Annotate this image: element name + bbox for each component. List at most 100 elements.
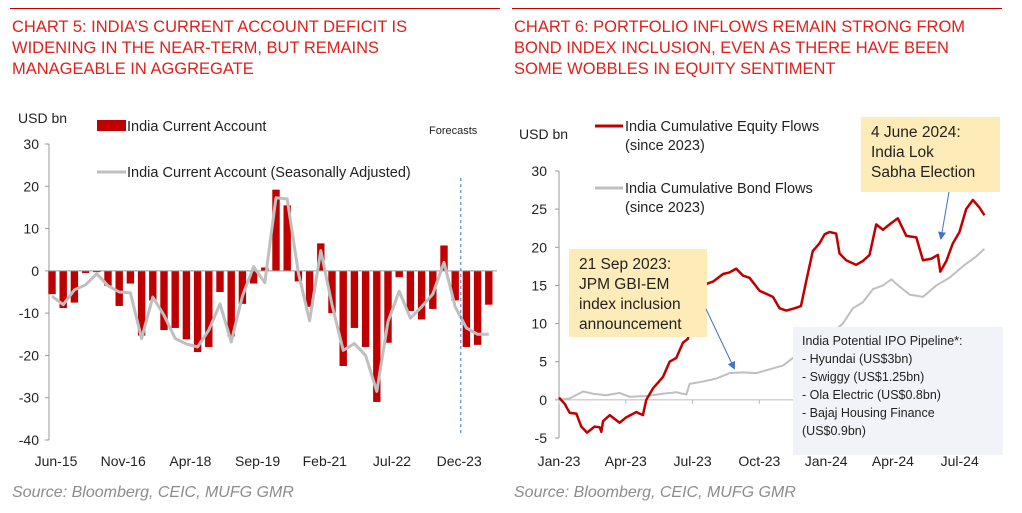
bar [361,270,370,347]
bar [126,270,135,284]
bar [205,270,213,347]
ipo-title: India Potential IPO Pipeline*: [802,334,963,348]
bar [283,205,291,271]
legend-label: (since 2023) [625,138,705,154]
ipo-pipeline-box: India Potential IPO Pipeline*: - Hyundai… [793,327,1003,455]
ipo-item: - Bajaj Housing Finance [802,406,935,420]
ipo-item: - Swiggy (US$1.25bn) [802,370,925,384]
x-tick-label: Nov-16 [101,453,146,469]
note-line: index inclusion [579,296,681,313]
chart6-ylabel: USD bn [519,126,568,142]
y-tick-label: -5 [535,430,548,446]
forecasts-label: Forecasts [429,125,478,137]
election-annotation: 4 June 2024: India Lok Sabha Election [861,117,1000,192]
bar [238,270,247,304]
chart5-ylabel: USD bn [18,110,67,126]
bar [227,270,235,337]
note-line: Sabha Election [871,164,976,181]
x-tick-label: Feb-21 [303,453,348,469]
y-tick-label: 30 [531,163,547,179]
title-line: WIDENING IN THE NEAR-TERM, BUT REMAINS [12,39,379,57]
y-tick-label: -10 [19,305,39,321]
chart6-source: Source: Bloomberg, CEIC, MUFG GMR [514,484,796,501]
x-tick-label: Apr-18 [169,453,211,469]
y-tick-label: 30 [23,136,39,152]
ipo-item: - Ola Electric (US$0.8bn) [802,388,941,402]
bar [160,270,168,331]
title-line: CHART 6: PORTFOLIO INFLOWS REMAIN STRONG… [514,18,966,36]
bar [350,270,359,328]
sa-line [51,196,489,393]
bar [473,270,482,345]
bar [328,270,336,314]
x-tick-label: Jun-15 [35,453,78,469]
bar [59,270,67,309]
bar [417,270,426,320]
bar [462,270,471,347]
bar [149,270,157,301]
bar [249,270,258,284]
note-line: JPM GBI-EM [579,276,670,293]
bar [440,245,448,271]
legend-label: (since 2023) [625,200,705,216]
chart5-source: Source: Bloomberg, CEIC, MUFG GMR [12,484,294,501]
ipo-item: (US$0.9bn) [802,424,866,438]
y-tick-label: -20 [19,347,39,363]
bar [171,270,179,328]
ipo-item: - Hyundai (US$3bn) [802,352,913,366]
equity-flows-line [558,198,986,434]
y-tick-label: -40 [19,432,39,448]
x-tick-label: Jan-23 [538,453,581,469]
y-tick-label: 0 [539,392,547,408]
chart6: 30 25 20 15 10 5 0 -5 Jan-23 Apr-23 Jul-23 Oct-23 Ja… [531,163,986,469]
x-tick-label: Oct-23 [738,453,780,469]
bar [261,267,269,271]
x-tick-label: Jul-23 [673,453,711,469]
title-line: BOND INDEX INCLUSION, EVEN AS THERE HAVE… [514,39,949,57]
x-tick-label: Jul-22 [373,453,411,469]
bar [395,270,403,278]
y-tick-label: 10 [531,316,547,332]
note-line: announcement [579,316,682,333]
title-line: CHART 5: INDIA’S CURRENT ACCOUNT DEFICIT… [12,18,408,36]
bar [384,270,392,343]
y-tick-label: 25 [531,201,547,217]
legend-label: India Current Account (Seasonally Adjust… [127,165,411,181]
note-line: 4 June 2024: [871,124,961,141]
bar [451,270,459,301]
bar [137,270,146,336]
bond-flows-line [558,248,986,401]
note-line: India Lok [871,144,934,161]
gbi-em-annotation: 21 Sep 2023: JPM GBI-EM index inclusion … [569,249,707,337]
note-line: 21 Sep 2023: [579,256,672,273]
legend-label: India Cumulative Equity Flows [625,119,819,135]
title-line: MANAGEABLE IN AGGREGATE [12,60,254,78]
bar [81,270,90,273]
bar [305,270,314,307]
y-tick-label: 5 [539,354,547,370]
y-tick-label: 0 [31,263,39,279]
y-tick-label: 15 [531,277,547,293]
y-tick-label: 20 [23,178,39,194]
left-header-rule [10,8,500,9]
bar [339,270,347,366]
x-tick-label: Sep-19 [235,453,280,469]
bar [485,270,493,305]
bar [272,189,280,271]
x-tick-label: Apr-23 [605,453,647,469]
bar [70,270,79,303]
bar [216,270,224,292]
x-tick-label: Jan-24 [805,453,848,469]
bar [48,270,56,295]
legend-swatch-bar [97,120,126,131]
bar [193,270,202,353]
chart5: 30 20 10 0 -10 -20 -30 -40 Jun-15 Nov-16 Apr-18 Sep… [19,136,497,469]
chart6-title: CHART 6: PORTFOLIO INFLOWS REMAIN STRONG… [514,17,984,80]
bar [182,270,191,340]
bar [115,270,123,306]
bar [93,270,101,273]
x-tick-label: Jul-24 [941,453,979,469]
legend-label: India Current Account [127,119,266,135]
x-tick-label: Dec-23 [437,453,482,469]
